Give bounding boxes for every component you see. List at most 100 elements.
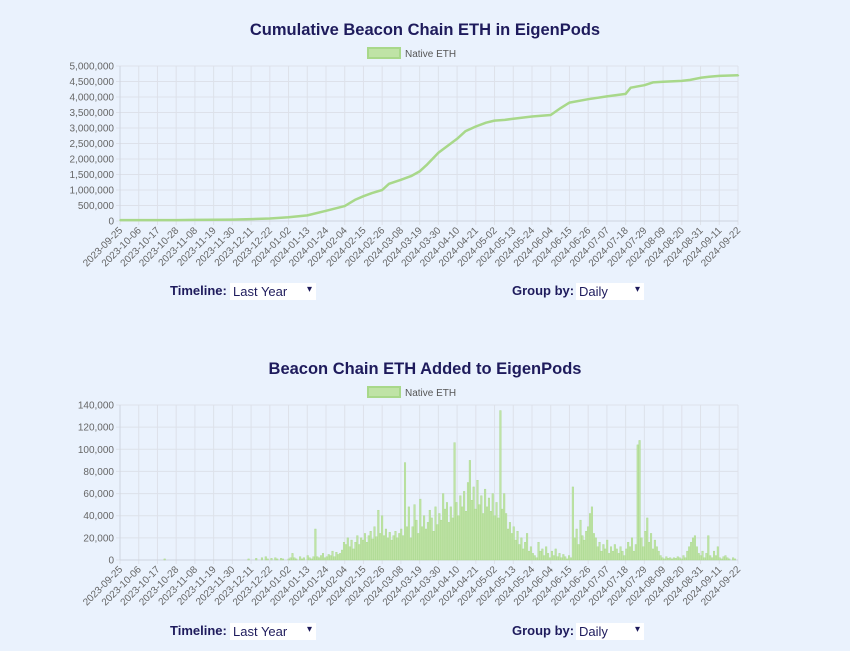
timeline-select-value: Last Year xyxy=(233,624,288,639)
data-point xyxy=(287,216,290,219)
data-point xyxy=(643,84,646,86)
data-point xyxy=(250,218,252,220)
bar-native-eth xyxy=(411,526,414,561)
data-point xyxy=(410,175,412,177)
bar-native-eth xyxy=(394,531,397,561)
bar-native-eth xyxy=(541,548,544,561)
bar-native-eth xyxy=(560,557,563,561)
bar-native-eth xyxy=(476,480,479,561)
bar-native-eth xyxy=(444,508,447,561)
bar-native-eth xyxy=(274,557,277,561)
bar-native-eth xyxy=(415,519,418,561)
groupby-select[interactable]: Daily ▾ xyxy=(576,623,644,640)
bar-native-eth xyxy=(554,548,557,561)
bar-native-eth xyxy=(281,558,284,561)
bar-native-eth xyxy=(348,546,351,561)
data-point xyxy=(606,95,608,98)
timeline-select[interactable]: Last Year ▾ xyxy=(230,283,316,300)
bar-native-eth xyxy=(531,553,534,561)
bar-native-eth xyxy=(413,504,416,561)
bar-native-eth xyxy=(680,558,683,561)
bar-native-eth xyxy=(301,558,304,561)
bar-native-eth xyxy=(491,493,494,561)
bar-native-eth xyxy=(598,542,601,561)
bar-native-eth xyxy=(455,502,458,561)
bar-native-eth xyxy=(468,460,471,561)
data-point xyxy=(568,101,571,104)
bar-native-eth xyxy=(659,555,662,561)
data-point xyxy=(737,74,739,76)
data-point xyxy=(175,219,177,221)
data-point xyxy=(699,77,702,79)
bar-native-eth xyxy=(405,526,408,561)
daily-chart-controls: Timeline: Last Year ▾ Group by: Daily ▾ xyxy=(0,623,850,643)
bar-native-eth xyxy=(602,544,605,561)
bar-native-eth xyxy=(625,548,628,561)
y-tick-label: 0 xyxy=(108,217,114,228)
bar-native-eth xyxy=(438,513,441,561)
bar-native-eth xyxy=(573,537,576,561)
bar-native-eth xyxy=(466,482,469,561)
bar-native-eth xyxy=(611,550,614,561)
bar-native-eth xyxy=(564,556,567,561)
bar-native-eth xyxy=(306,555,309,561)
groupby-select[interactable]: Daily ▾ xyxy=(576,283,644,300)
bar-native-eth xyxy=(550,550,553,561)
bar-native-eth xyxy=(390,539,393,561)
bar-native-eth xyxy=(693,535,696,561)
bar-native-eth xyxy=(592,533,595,561)
bar-native-eth xyxy=(386,537,389,561)
timeline-select[interactable]: Last Year ▾ xyxy=(230,623,316,640)
timeline-label: Timeline: xyxy=(170,623,227,638)
bar-native-eth xyxy=(423,515,426,561)
bar-native-eth xyxy=(510,533,513,561)
bar-native-eth xyxy=(587,526,590,561)
bar-native-eth xyxy=(663,558,666,561)
bar-native-eth xyxy=(600,550,603,561)
bar-native-eth xyxy=(653,539,656,561)
cumulative-line-chart: 0 500,000 1,000,000 1,500,000 2,000,000 2,500… xyxy=(70,47,743,269)
data-point xyxy=(718,75,721,77)
bar-native-eth xyxy=(287,558,290,561)
bar-native-eth xyxy=(671,558,674,561)
data-point xyxy=(354,199,356,201)
bar-native-eth xyxy=(432,531,435,561)
bar-native-eth xyxy=(699,555,702,561)
bar-native-eth xyxy=(623,555,626,561)
data-point xyxy=(425,164,428,166)
bar-native-eth xyxy=(577,544,580,561)
data-point xyxy=(137,219,140,221)
bar-native-eth xyxy=(295,558,298,561)
bar-native-eth xyxy=(419,498,422,561)
bar-native-eth xyxy=(520,537,523,561)
bar-native-eth xyxy=(472,486,475,561)
bar-native-eth xyxy=(650,533,653,561)
bar-native-eth xyxy=(377,509,380,561)
cumulative-chart-title: Cumulative Beacon Chain ETH in EigenPods xyxy=(249,21,601,39)
bar-native-eth xyxy=(316,556,319,561)
bar-native-eth xyxy=(701,550,704,561)
bar-native-eth xyxy=(428,509,431,561)
data-point xyxy=(362,195,365,197)
bar-native-eth xyxy=(409,537,412,561)
bar-native-eth xyxy=(451,517,454,561)
bar-native-eth xyxy=(392,535,395,561)
bar-native-eth xyxy=(486,506,489,561)
bar-native-eth xyxy=(535,557,538,561)
bar-native-eth xyxy=(716,546,719,561)
data-point xyxy=(708,76,710,78)
bar-native-eth xyxy=(339,553,342,561)
bar-native-eth xyxy=(522,548,525,561)
bar-native-eth xyxy=(529,546,532,561)
bar-native-eth xyxy=(375,536,378,561)
bar-native-eth xyxy=(478,504,481,561)
bar-native-eth xyxy=(346,537,349,561)
timeline-label: Timeline: xyxy=(170,283,227,298)
data-point xyxy=(119,219,121,221)
bar-native-eth xyxy=(581,535,584,561)
data-point xyxy=(689,79,692,81)
bar-native-eth xyxy=(726,557,729,561)
data-point xyxy=(549,114,552,116)
bar-native-eth xyxy=(707,535,710,561)
bar-native-eth xyxy=(608,553,611,561)
